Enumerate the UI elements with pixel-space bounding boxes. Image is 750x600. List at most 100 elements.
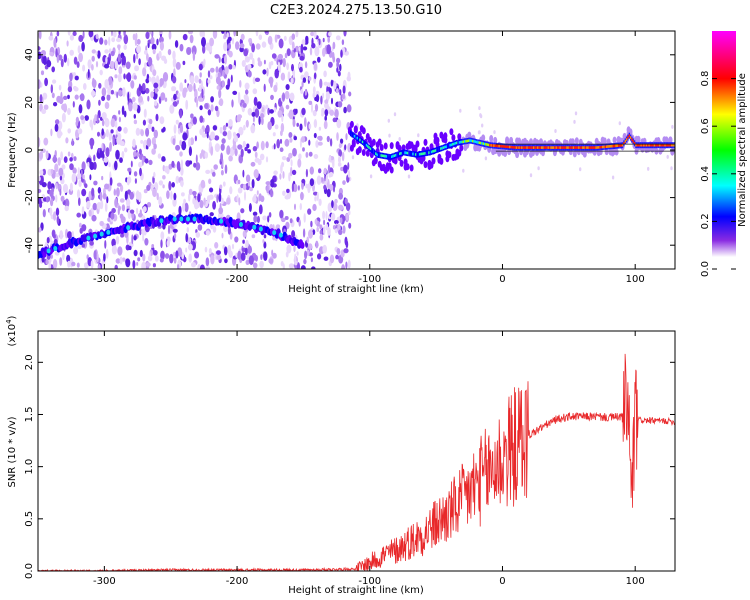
carrier-band — [413, 151, 415, 158]
noise-speck — [117, 207, 120, 216]
noise-speck — [279, 138, 283, 144]
noise-speck — [332, 41, 336, 50]
noise-speck — [398, 137, 401, 141]
noise-speck — [224, 164, 228, 174]
carrier-halo — [636, 135, 641, 143]
carrier-halo — [451, 134, 456, 142]
noise-speck — [69, 49, 74, 56]
noise-speck — [118, 66, 123, 75]
carrier-band — [437, 146, 439, 153]
noise-speck — [81, 41, 85, 52]
noise-speck — [75, 116, 79, 124]
noise-speck — [393, 112, 397, 117]
noise-speck — [265, 156, 269, 163]
noise-speck — [256, 215, 260, 224]
noise-speck — [101, 95, 106, 102]
carrier-core — [392, 154, 394, 158]
noise-speck — [50, 168, 54, 175]
noise-speck — [268, 212, 272, 218]
noise-speck — [291, 63, 294, 72]
noise-speck — [184, 202, 189, 213]
noise-speck — [292, 118, 296, 128]
noise-speck — [214, 242, 219, 249]
noise-speck — [180, 180, 184, 187]
noise-speck — [216, 250, 221, 256]
carrier-core — [361, 140, 364, 144]
noise-speck — [80, 115, 85, 121]
noise-speck — [331, 200, 334, 209]
noise-speck — [237, 179, 241, 185]
noise-speck — [243, 94, 247, 100]
noise-speck — [72, 31, 77, 37]
noise-speck — [109, 177, 113, 186]
carrier-core — [472, 139, 474, 143]
noise-speck — [117, 44, 121, 49]
carrier-core — [598, 146, 600, 149]
noise-speck — [212, 171, 216, 177]
carrier-core — [369, 147, 372, 151]
carrier-core — [637, 143, 640, 147]
noise-speck — [228, 64, 233, 70]
noise-speck — [81, 243, 86, 248]
noise-speck — [104, 101, 110, 109]
carrier-halo — [529, 138, 533, 146]
noise-speck — [182, 33, 188, 41]
noise-speck — [260, 140, 265, 151]
carrier-core — [475, 140, 478, 144]
noise-speck — [46, 59, 52, 68]
noise-speck — [138, 161, 143, 168]
carrier-core — [477, 141, 479, 144]
lower-tone — [38, 213, 305, 259]
carrier-core — [653, 143, 656, 147]
noise-speck — [151, 126, 155, 132]
carrier-core — [554, 146, 556, 149]
noise-speck — [319, 224, 323, 230]
noise-speck — [164, 253, 170, 259]
noise-speck — [172, 138, 176, 146]
noise-speck — [204, 103, 209, 109]
carrier-core — [538, 146, 540, 149]
noise-speck — [339, 217, 343, 224]
carrier-core — [391, 155, 393, 158]
carrier-core — [556, 146, 559, 149]
tone-peak — [186, 216, 190, 222]
noise-speck — [310, 31, 315, 37]
carrier-band — [387, 153, 389, 160]
noise-speck — [280, 72, 286, 81]
noise-speck — [158, 50, 162, 59]
noise-speck — [309, 47, 313, 56]
noise-speck — [339, 63, 342, 72]
noise-speck — [191, 262, 196, 268]
noise-speck — [62, 95, 68, 100]
noise-speck — [291, 169, 297, 175]
noise-speck — [188, 253, 192, 263]
noise-speck — [185, 99, 189, 110]
noise-speck — [60, 151, 63, 161]
noise-speck — [219, 202, 222, 213]
carrier-core — [400, 152, 402, 155]
noise-speck — [117, 126, 122, 132]
carrier-core — [570, 146, 572, 149]
noise-speck — [205, 230, 210, 236]
noise-speck — [172, 76, 177, 84]
noise-speck — [226, 197, 231, 205]
noise-speck — [59, 230, 64, 240]
noise-speck — [59, 175, 63, 181]
noise-speck — [200, 179, 206, 189]
noise-speck — [317, 56, 321, 63]
carrier-halo — [409, 164, 414, 172]
noise-speck — [115, 235, 120, 245]
noise-speck — [334, 220, 339, 225]
noise-speck — [150, 91, 154, 99]
noise-speck — [347, 169, 351, 178]
noise-speck — [267, 121, 273, 131]
noise-speck — [279, 209, 284, 219]
noise-speck — [199, 105, 203, 111]
noise-speck — [52, 233, 56, 239]
noise-speck — [78, 34, 84, 43]
carrier-core — [514, 146, 516, 149]
y-tick-label: 20 — [24, 96, 35, 109]
carrier-core — [608, 145, 610, 148]
carrier-core — [643, 143, 645, 147]
noise-speck — [338, 143, 342, 149]
